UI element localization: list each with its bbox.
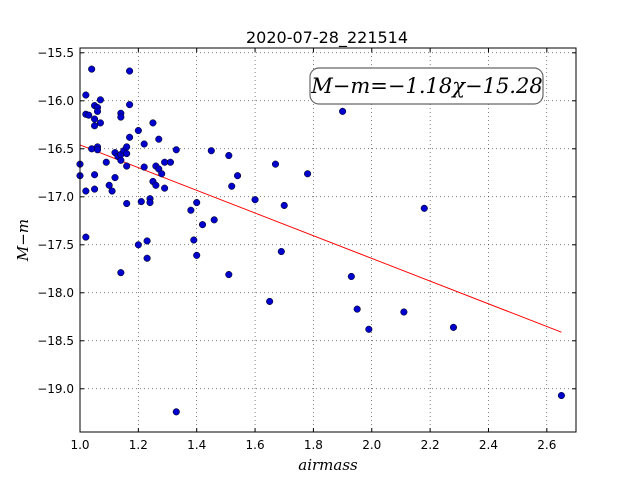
data-point <box>225 271 233 279</box>
data-point <box>82 187 90 195</box>
data-point <box>166 158 174 166</box>
data-point <box>102 158 110 166</box>
x-tick-label: 2.2 <box>421 438 440 452</box>
y-tick-label: −18.5 <box>37 334 74 348</box>
fit-equation-box: M−m=−1.18χ−15.28 <box>309 67 544 105</box>
data-point <box>449 323 458 331</box>
y-tick-label: −17.5 <box>37 238 74 252</box>
data-point <box>82 91 90 99</box>
x-tick-label: 2.6 <box>537 438 556 452</box>
data-point <box>108 187 116 195</box>
y-axis-label: M−m <box>14 219 32 262</box>
data-point <box>207 147 215 155</box>
data-point <box>251 196 259 204</box>
data-point <box>134 241 142 249</box>
data-point <box>91 185 99 193</box>
x-tick-label: 2.4 <box>479 438 498 452</box>
y-tick-label: −18.0 <box>37 286 74 300</box>
data-point <box>277 247 285 256</box>
data-point <box>557 391 565 400</box>
data-point <box>143 254 151 262</box>
data-point <box>266 297 274 305</box>
y-tick-label: −15.5 <box>37 46 74 60</box>
data-point <box>228 182 236 190</box>
y-tick-label: −16.5 <box>37 142 74 156</box>
data-point <box>193 251 201 259</box>
data-point <box>161 184 169 192</box>
plot-frame <box>79 47 577 433</box>
data-point <box>400 308 408 316</box>
data-point <box>123 199 131 208</box>
data-point <box>126 133 134 141</box>
data-point <box>210 216 218 224</box>
data-point <box>126 101 134 109</box>
data-point <box>280 201 288 209</box>
data-point <box>193 199 201 207</box>
data-point <box>137 198 145 206</box>
chart-title: 2020-07-28_221514 <box>246 28 408 48</box>
x-tick-label: 2.0 <box>362 438 381 452</box>
data-point <box>117 113 125 121</box>
data-point <box>190 236 198 244</box>
data-point <box>140 140 148 148</box>
data-point <box>91 122 99 130</box>
data-point <box>117 156 125 164</box>
x-axis-label: airmass <box>298 456 358 474</box>
y-tick-label: −19.0 <box>37 382 74 396</box>
data-point <box>149 119 157 127</box>
data-point <box>123 143 131 151</box>
data-point <box>155 135 163 143</box>
fit-equation-frame <box>309 67 544 105</box>
x-tick-label: 1.4 <box>187 438 206 452</box>
data-point <box>225 151 233 160</box>
data-point <box>96 119 104 127</box>
data-point <box>234 172 242 180</box>
data-point <box>117 269 125 277</box>
data-point <box>304 170 312 178</box>
data-point <box>93 107 102 115</box>
data-point <box>347 272 355 281</box>
data-point <box>96 96 104 104</box>
data-point <box>271 160 280 168</box>
data-point <box>111 174 119 182</box>
data-point <box>198 221 207 229</box>
data-point <box>143 237 151 245</box>
data-point <box>134 127 142 135</box>
x-tick-label: 1.8 <box>304 438 323 452</box>
data-point <box>82 233 90 241</box>
y-tick-label: −17.0 <box>37 190 74 204</box>
data-point <box>126 67 134 75</box>
data-point <box>158 170 166 178</box>
data-point <box>85 111 93 119</box>
data-point <box>152 181 160 189</box>
x-tick-label: 1.0 <box>70 438 89 452</box>
data-point <box>172 408 180 416</box>
data-point <box>365 325 373 333</box>
data-point <box>172 146 180 154</box>
data-point <box>91 171 99 179</box>
x-tick-label: 1.6 <box>246 438 265 452</box>
data-point <box>91 115 99 123</box>
data-point <box>88 65 96 73</box>
data-point <box>146 199 154 207</box>
data-point <box>187 206 195 214</box>
data-point <box>420 204 428 212</box>
data-point <box>123 150 131 158</box>
data-point <box>93 146 102 154</box>
data-point <box>123 162 131 170</box>
data-point <box>339 107 347 115</box>
x-tick-label: 1.2 <box>129 438 148 452</box>
data-point <box>353 305 361 313</box>
data-point <box>105 181 113 189</box>
data-point <box>140 163 148 171</box>
fit-equation-text: M−m=−1.18χ−15.28 <box>310 74 542 98</box>
y-tick-label: −16.0 <box>37 94 74 108</box>
